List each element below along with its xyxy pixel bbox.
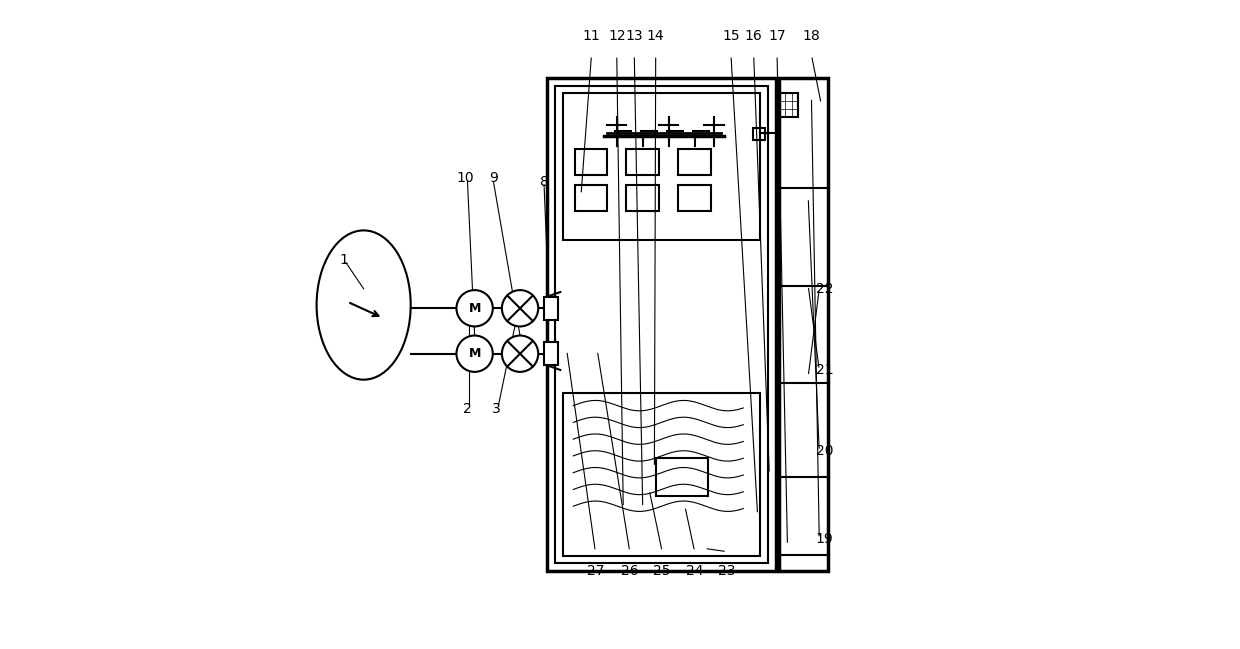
Bar [753, 128, 765, 140]
Text: 18: 18 [802, 29, 821, 43]
Text: 17: 17 [769, 29, 786, 43]
Bar [626, 149, 658, 175]
Text: 27: 27 [587, 564, 604, 578]
Text: 10: 10 [456, 171, 475, 186]
Text: 20: 20 [816, 444, 833, 458]
Text: 1: 1 [340, 252, 348, 267]
Text: 3: 3 [492, 402, 501, 416]
Text: 12: 12 [608, 29, 625, 43]
Text: 26: 26 [621, 564, 639, 578]
Bar [779, 93, 799, 117]
Bar [544, 297, 558, 320]
Text: 19: 19 [816, 532, 833, 546]
Bar [779, 78, 827, 571]
Bar [574, 149, 608, 175]
Bar [574, 185, 608, 211]
Circle shape [456, 336, 492, 372]
Circle shape [456, 290, 492, 326]
Text: 16: 16 [745, 29, 763, 43]
Bar [563, 393, 760, 556]
Bar [678, 185, 711, 211]
Bar [563, 93, 760, 240]
Bar [547, 78, 776, 571]
Bar [544, 342, 558, 365]
Text: 9: 9 [489, 171, 498, 186]
Text: 13: 13 [625, 29, 644, 43]
Text: 24: 24 [686, 564, 703, 578]
Text: M: M [469, 347, 481, 360]
Bar [656, 458, 708, 496]
Text: 21: 21 [816, 363, 833, 377]
Text: 22: 22 [816, 282, 833, 296]
Circle shape [502, 290, 538, 326]
Text: 8: 8 [539, 175, 548, 189]
Text: 2: 2 [463, 402, 472, 416]
Bar [556, 86, 768, 563]
Text: 23: 23 [718, 564, 735, 578]
Text: 15: 15 [722, 29, 740, 43]
Text: 11: 11 [583, 29, 600, 43]
Circle shape [502, 336, 538, 372]
Text: 25: 25 [653, 564, 671, 578]
Text: 14: 14 [647, 29, 665, 43]
Text: M: M [469, 302, 481, 315]
Ellipse shape [316, 230, 410, 380]
Bar [626, 185, 658, 211]
Bar [678, 149, 711, 175]
